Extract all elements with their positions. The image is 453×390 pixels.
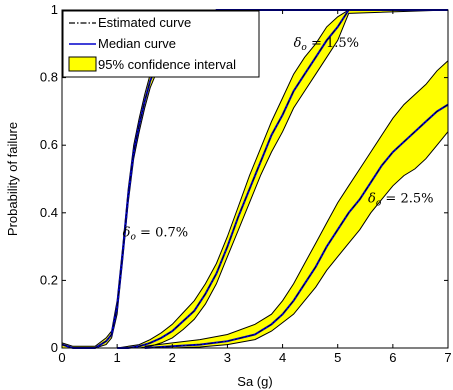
- x-tick-label: 3: [224, 350, 231, 365]
- legend-confidence-symbol: [68, 56, 97, 72]
- y-tick-label: 1: [51, 2, 58, 17]
- estimated-curve-07: [61, 9, 448, 349]
- legend-median-label: Median curve: [98, 36, 176, 51]
- y-tick-labels: 0 0.2 0.4 0.6 0.8 1: [40, 2, 58, 355]
- legend-estimated-label: Estimated curve: [98, 15, 191, 30]
- confidence-bands: [62, 10, 448, 348]
- x-tick-label: 7: [444, 350, 451, 365]
- x-tick-label: 6: [389, 350, 396, 365]
- x-tick-label: 1: [114, 350, 121, 365]
- y-tick-label: 0.6: [40, 137, 58, 152]
- ci-upper-15: [117, 9, 448, 349]
- annotation-drift-2: δo = 2.5%: [368, 192, 433, 209]
- y-tick-label: 0.4: [40, 205, 58, 220]
- plot-frame: [61, 9, 449, 349]
- x-tick-labels: 0 1 2 3 4 5 6 7: [58, 350, 451, 365]
- y-tick-label: 0.2: [40, 272, 58, 287]
- x-tick-label: 0: [58, 350, 65, 365]
- annotation-drift-0: δo = 0.7%: [123, 225, 188, 242]
- ci-lower-15: [117, 9, 449, 349]
- annotations: δo = 0.7% δo = 1.5% δo = 2.5%: [123, 36, 434, 242]
- annotation-drift-1: δo = 1.5%: [294, 36, 359, 53]
- estimated-curve-15: [117, 9, 448, 349]
- ci-lower-25: [144, 131, 449, 349]
- x-tick-label: 4: [279, 350, 286, 365]
- x-axis-label: Sa (g): [237, 374, 272, 389]
- x-tick-label: 2: [169, 350, 176, 365]
- y-tick-label: 0: [51, 340, 58, 355]
- y-tick-label: 0.8: [40, 70, 58, 85]
- legend: Estimated curve Median curve 95% confide…: [62, 10, 260, 78]
- x-tick-label: 5: [334, 350, 341, 365]
- legend-confidence-label: 95% confidence interval: [98, 57, 236, 72]
- ci-upper-25: [144, 60, 449, 347]
- ci-band-25: [144, 60, 448, 348]
- estimated-curve-25: [144, 104, 449, 349]
- y-axis-label: Probability of failure: [5, 122, 20, 236]
